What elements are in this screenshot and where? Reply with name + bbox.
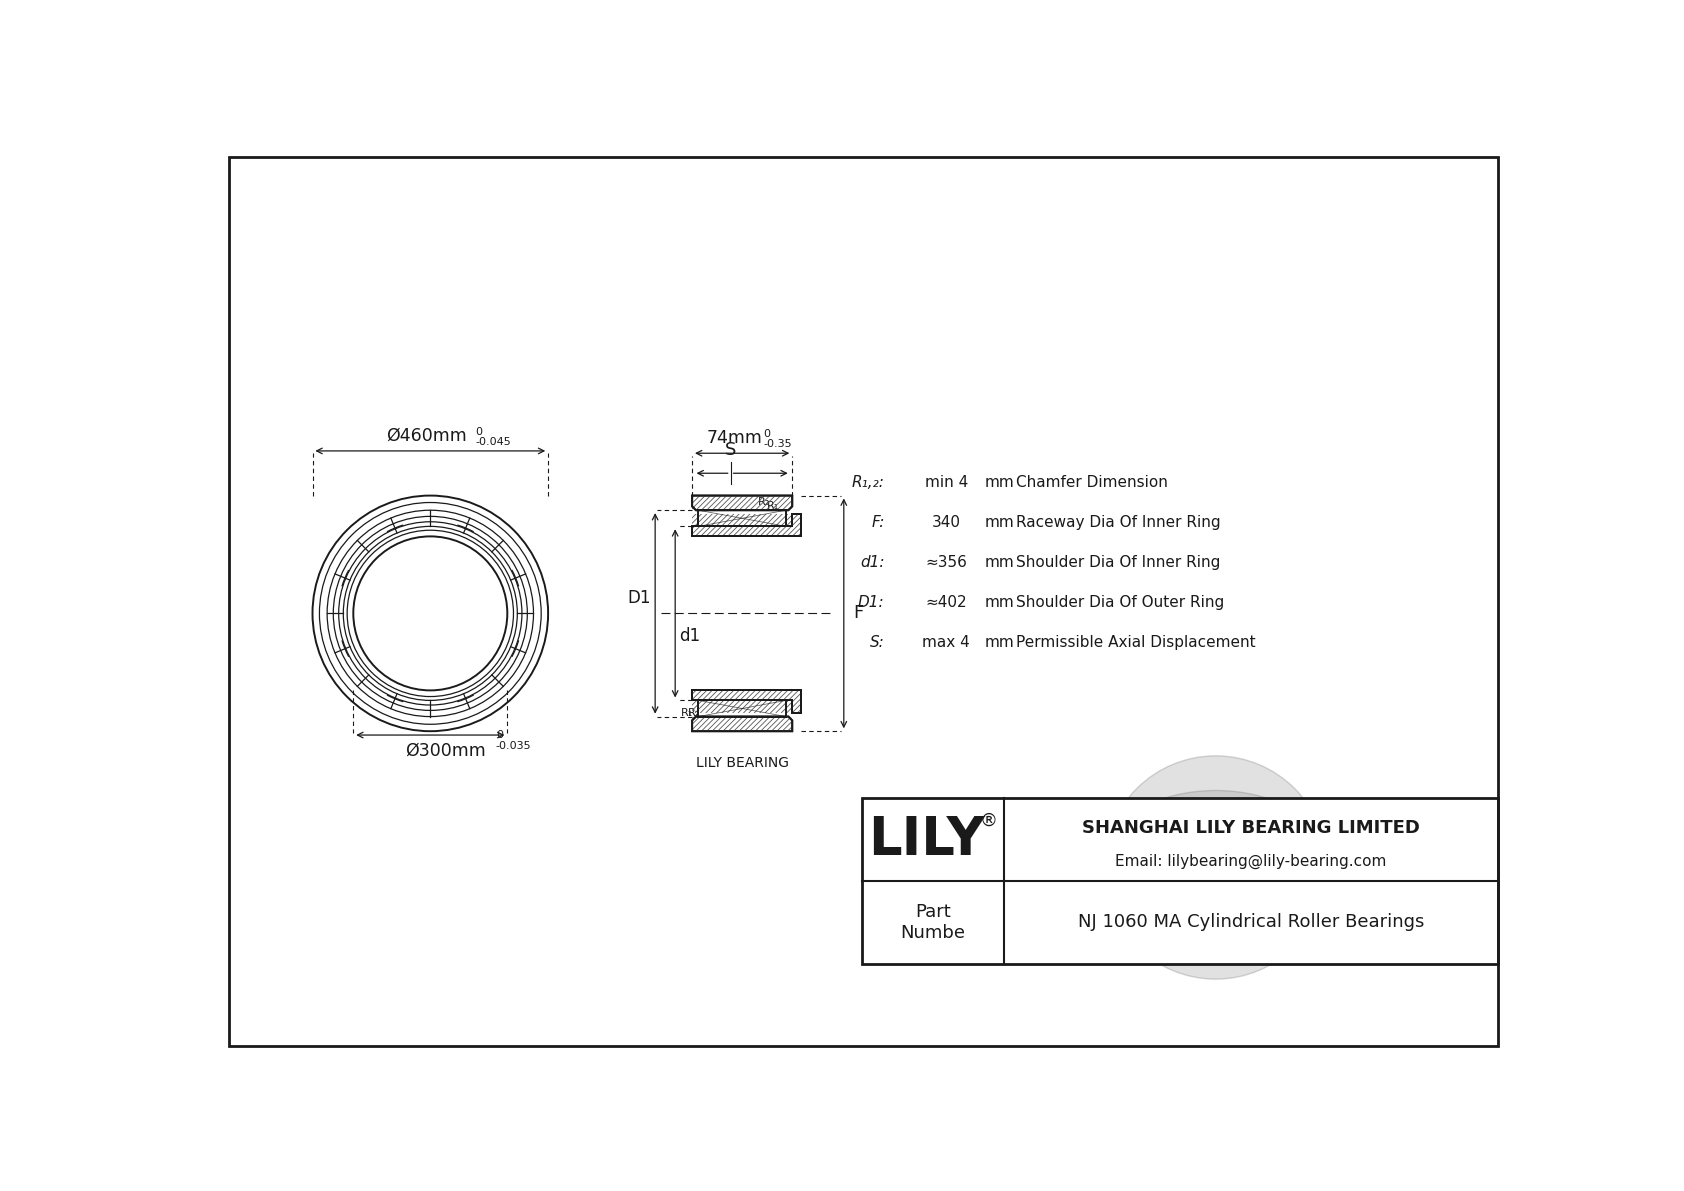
Text: Email: lilybearing@lily-bearing.com: Email: lilybearing@lily-bearing.com <box>1115 854 1386 868</box>
Text: -0.045: -0.045 <box>475 437 510 447</box>
Text: Ø300mm: Ø300mm <box>406 741 487 759</box>
Text: mm: mm <box>985 596 1014 610</box>
Text: D1: D1 <box>628 590 652 607</box>
Text: mm: mm <box>985 635 1014 650</box>
Text: ≈356: ≈356 <box>925 555 967 570</box>
Text: Permissible Axial Displacement: Permissible Axial Displacement <box>1015 635 1255 650</box>
Polygon shape <box>692 691 802 712</box>
Circle shape <box>1105 756 1327 979</box>
Text: -0.35: -0.35 <box>765 439 793 449</box>
Text: mm: mm <box>985 555 1014 570</box>
Text: Shoulder Dia Of Outer Ring: Shoulder Dia Of Outer Ring <box>1015 596 1224 610</box>
Text: 0: 0 <box>475 428 482 437</box>
Text: D1:: D1: <box>857 596 884 610</box>
Text: SHANGHAI LILY BEARING LIMITED: SHANGHAI LILY BEARING LIMITED <box>1081 819 1420 837</box>
Text: R₂: R₂ <box>758 497 770 506</box>
Text: -0.035: -0.035 <box>495 741 532 752</box>
Text: NJ 1060 MA Cylindrical Roller Bearings: NJ 1060 MA Cylindrical Roller Bearings <box>1078 913 1425 931</box>
Text: mm: mm <box>985 515 1014 530</box>
Text: d1: d1 <box>679 628 701 646</box>
Text: 0: 0 <box>495 730 504 740</box>
Text: R₂: R₂ <box>689 707 701 718</box>
Polygon shape <box>692 495 791 510</box>
Text: S:: S: <box>871 635 884 650</box>
Text: R₁: R₁ <box>766 500 780 511</box>
Text: Ø460mm: Ø460mm <box>386 426 466 444</box>
Text: mm: mm <box>985 475 1014 490</box>
Text: F: F <box>854 604 864 623</box>
Text: min 4: min 4 <box>925 475 968 490</box>
Text: F:: F: <box>871 515 884 530</box>
Bar <box>862 798 1497 964</box>
Circle shape <box>1165 817 1266 917</box>
Text: max 4: max 4 <box>923 635 970 650</box>
Text: LILY: LILY <box>869 813 985 866</box>
Text: LILY BEARING: LILY BEARING <box>695 756 788 769</box>
Text: Raceway Dia Of Inner Ring: Raceway Dia Of Inner Ring <box>1015 515 1221 530</box>
Text: Shoulder Dia Of Inner Ring: Shoulder Dia Of Inner Ring <box>1015 555 1219 570</box>
Text: R₁: R₁ <box>682 709 694 718</box>
Ellipse shape <box>1105 791 1327 929</box>
Text: 340: 340 <box>931 515 960 530</box>
Text: Chamfer Dimension: Chamfer Dimension <box>1015 475 1167 490</box>
Text: d1:: d1: <box>861 555 884 570</box>
Text: Part
Numbe: Part Numbe <box>901 903 965 942</box>
Text: ®: ® <box>978 812 997 830</box>
Text: ≈402: ≈402 <box>926 596 967 610</box>
Text: R₁,₂:: R₁,₂: <box>852 475 884 490</box>
Polygon shape <box>692 515 802 536</box>
Text: 74mm: 74mm <box>707 429 763 447</box>
Polygon shape <box>692 717 791 731</box>
Text: 0: 0 <box>765 430 771 439</box>
Text: S: S <box>724 442 736 460</box>
